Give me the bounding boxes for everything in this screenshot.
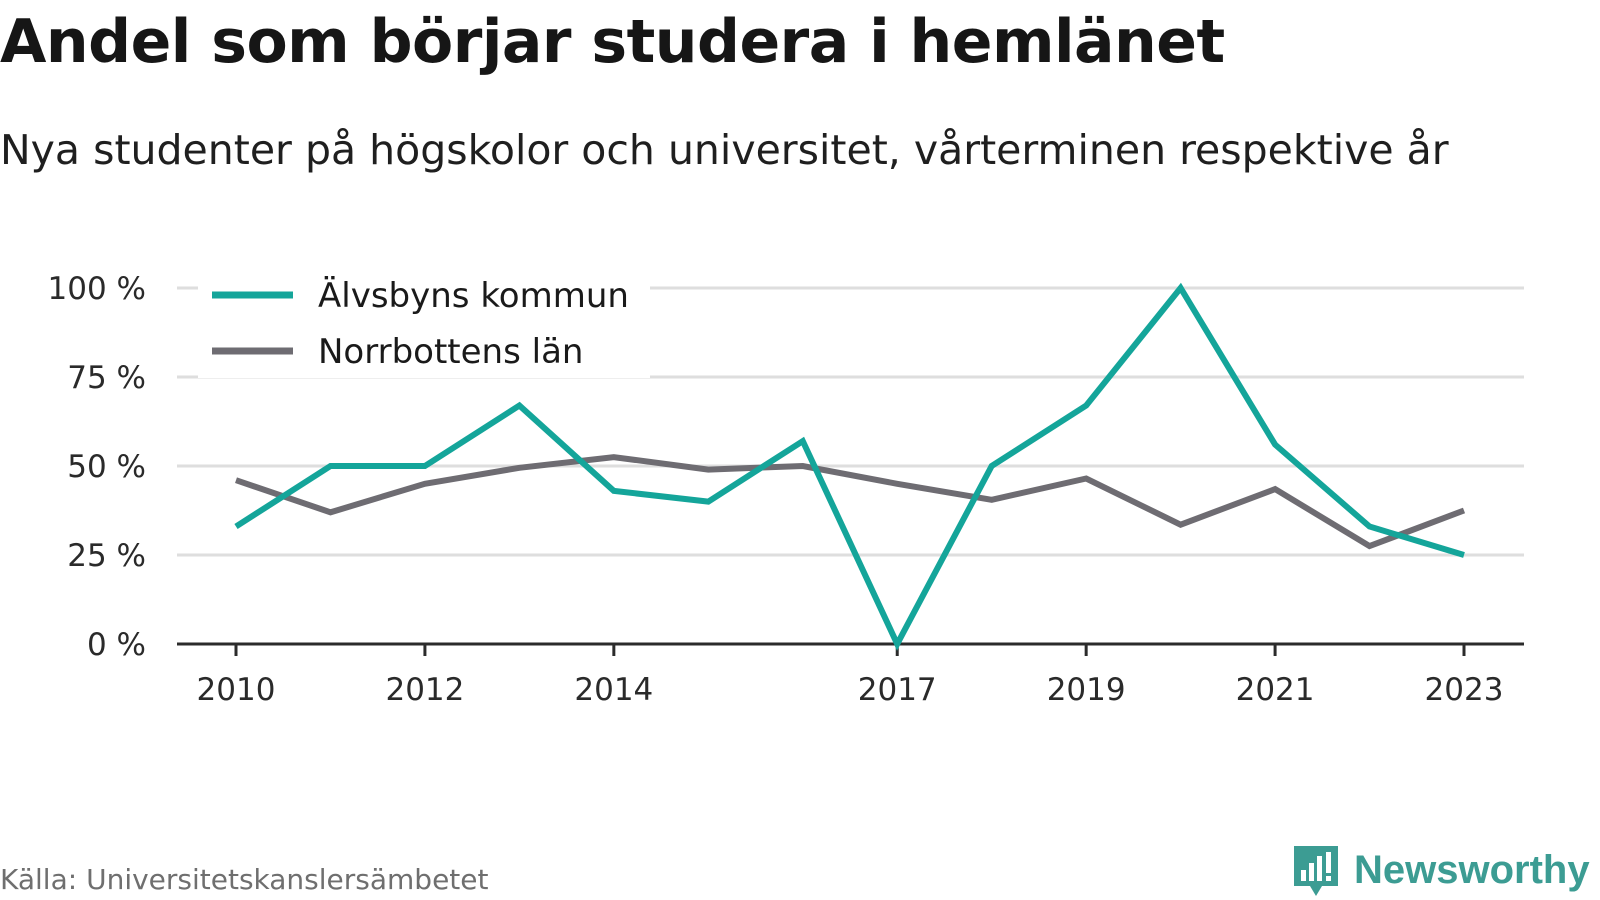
series-line-norrbotten (235, 454, 1466, 550)
newsworthy-logo: Newsworthy (1290, 842, 1590, 898)
x-tick-label: 2019 (1047, 672, 1126, 708)
bar-chart-icon (1294, 846, 1338, 896)
line-chart: 0 % 25 % 50 % 75 % 100 % 2010 2012 2014 2017 2019… (47, 262, 1524, 708)
y-tick-label: 100 % (48, 271, 146, 307)
x-tick-label: 2021 (1236, 672, 1315, 708)
y-tick-label: 0 % (87, 627, 146, 663)
series-line-alvsbyn (234, 282, 1465, 651)
y-tick-label: 25 % (67, 538, 146, 574)
y-tick-label: 50 % (67, 449, 146, 485)
source-note: Källa: Universitetskanslersämbetet (0, 863, 489, 896)
x-tick-label: 2014 (574, 672, 653, 708)
legend-background (198, 262, 650, 378)
x-tick-label: 2010 (197, 672, 276, 708)
x-tick-label: 2017 (858, 672, 937, 708)
legend-label: Norrbottens län (318, 332, 583, 372)
legend-label: Älvsbyns kommun (318, 276, 629, 316)
brand-name: Newsworthy (1354, 848, 1590, 892)
x-tick-label: 2023 (1425, 672, 1504, 708)
chart-title: Andel som börjar studera i hemlänet (0, 7, 1225, 77)
y-tick-label: 75 % (67, 360, 146, 396)
x-tick-label: 2012 (385, 672, 464, 708)
chart-subtitle: Nya studenter på högskolor och universit… (0, 126, 1449, 174)
